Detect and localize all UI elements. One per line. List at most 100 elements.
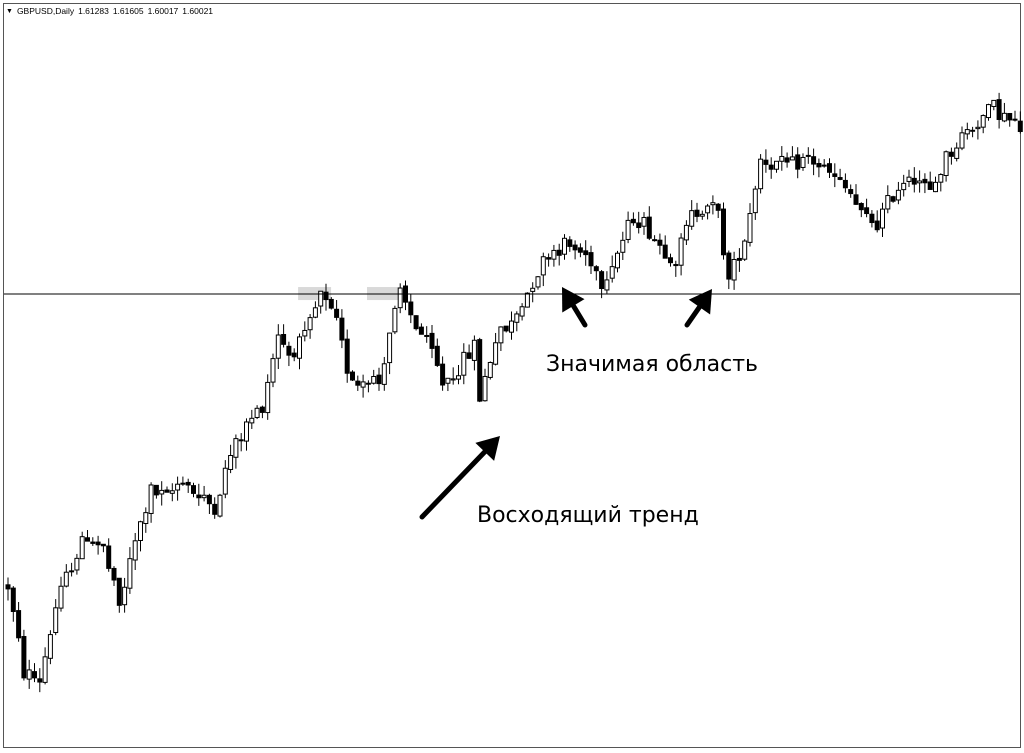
candle[interactable] xyxy=(604,271,610,294)
candle[interactable] xyxy=(217,493,223,518)
candle[interactable] xyxy=(32,663,37,683)
candle[interactable] xyxy=(413,315,419,331)
candle[interactable] xyxy=(524,292,530,308)
candle[interactable] xyxy=(344,329,350,383)
candle[interactable] xyxy=(556,243,562,266)
candle[interactable] xyxy=(206,493,212,514)
candle[interactable] xyxy=(906,169,912,188)
candle[interactable] xyxy=(365,380,371,393)
candle[interactable] xyxy=(350,370,355,382)
candle[interactable] xyxy=(514,311,520,332)
candle[interactable] xyxy=(922,173,928,194)
candle[interactable] xyxy=(816,158,822,178)
candle[interactable] xyxy=(1012,110,1018,122)
candle[interactable] xyxy=(58,576,64,612)
candle[interactable] xyxy=(895,181,901,205)
candle[interactable] xyxy=(530,282,536,303)
candle[interactable] xyxy=(191,482,196,498)
candle[interactable] xyxy=(466,344,472,360)
candle[interactable] xyxy=(662,235,668,259)
candle[interactable] xyxy=(641,212,647,235)
candle[interactable] xyxy=(418,323,424,335)
candle[interactable] xyxy=(747,203,753,247)
candle[interactable] xyxy=(312,301,318,319)
candle[interactable] xyxy=(731,251,737,290)
candle[interactable] xyxy=(434,338,440,367)
candle[interactable] xyxy=(577,243,583,258)
candle[interactable] xyxy=(196,483,202,506)
candle[interactable] xyxy=(403,280,408,311)
candle[interactable] xyxy=(996,92,1002,129)
candle[interactable] xyxy=(53,599,59,636)
candle[interactable] xyxy=(864,198,870,218)
candle[interactable] xyxy=(212,497,218,519)
dropdown-triangle-icon[interactable]: ▼ xyxy=(6,7,13,15)
candle[interactable] xyxy=(821,159,827,168)
candle[interactable] xyxy=(254,405,260,420)
candle[interactable] xyxy=(116,577,122,613)
candle[interactable] xyxy=(636,211,642,234)
candle[interactable] xyxy=(153,484,159,499)
candle[interactable] xyxy=(736,248,742,272)
candle[interactable] xyxy=(943,150,949,182)
candle[interactable] xyxy=(259,405,265,419)
candle[interactable] xyxy=(270,353,276,388)
candle[interactable] xyxy=(599,270,605,299)
candle[interactable] xyxy=(381,356,387,391)
candle[interactable] xyxy=(360,374,366,398)
candle[interactable] xyxy=(509,311,514,340)
candle[interactable] xyxy=(890,195,896,203)
candle[interactable] xyxy=(5,577,11,601)
candle[interactable] xyxy=(811,148,817,176)
candle[interactable] xyxy=(710,195,716,215)
candle[interactable] xyxy=(90,537,96,546)
candle[interactable] xyxy=(551,244,557,267)
candle[interactable] xyxy=(339,309,345,349)
candle[interactable] xyxy=(540,252,546,287)
candle[interactable] xyxy=(21,629,27,681)
candle[interactable] xyxy=(387,332,393,375)
candle[interactable] xyxy=(376,367,382,391)
candle[interactable] xyxy=(721,202,726,260)
candle[interactable] xyxy=(148,482,154,523)
candle[interactable] xyxy=(175,476,181,501)
candle[interactable] xyxy=(874,210,880,233)
candle[interactable] xyxy=(79,531,85,560)
candle[interactable] xyxy=(106,538,112,572)
candle[interactable] xyxy=(572,240,578,260)
candle[interactable] xyxy=(567,236,573,252)
candle[interactable] xyxy=(461,343,467,385)
candle[interactable] xyxy=(837,168,843,181)
candle[interactable] xyxy=(1017,111,1023,134)
candle[interactable] xyxy=(519,303,525,321)
candle[interactable] xyxy=(1007,112,1013,127)
candle[interactable] xyxy=(668,253,673,267)
candle[interactable] xyxy=(964,122,970,140)
candle[interactable] xyxy=(991,99,997,111)
candle[interactable] xyxy=(763,149,769,173)
candle[interactable] xyxy=(307,314,313,339)
candle[interactable] xyxy=(842,173,848,193)
candle[interactable] xyxy=(689,200,695,230)
candle[interactable] xyxy=(784,152,790,168)
candle[interactable] xyxy=(47,630,53,665)
candle[interactable] xyxy=(800,153,806,171)
candle[interactable] xyxy=(477,337,483,403)
candle[interactable] xyxy=(917,170,923,193)
candle[interactable] xyxy=(546,253,552,267)
candle[interactable] xyxy=(318,290,324,314)
candle[interactable] xyxy=(244,418,249,451)
candle[interactable] xyxy=(948,147,954,165)
candle[interactable] xyxy=(328,297,334,310)
candle[interactable] xyxy=(938,173,944,192)
candle[interactable] xyxy=(630,212,636,226)
candle[interactable] xyxy=(185,478,191,493)
candle[interactable] xyxy=(74,553,80,575)
candle[interactable] xyxy=(827,158,832,179)
candle[interactable] xyxy=(699,210,705,220)
candle[interactable] xyxy=(927,171,933,190)
candle[interactable] xyxy=(954,142,960,162)
candle[interactable] xyxy=(752,185,758,220)
candle[interactable] xyxy=(673,260,679,277)
